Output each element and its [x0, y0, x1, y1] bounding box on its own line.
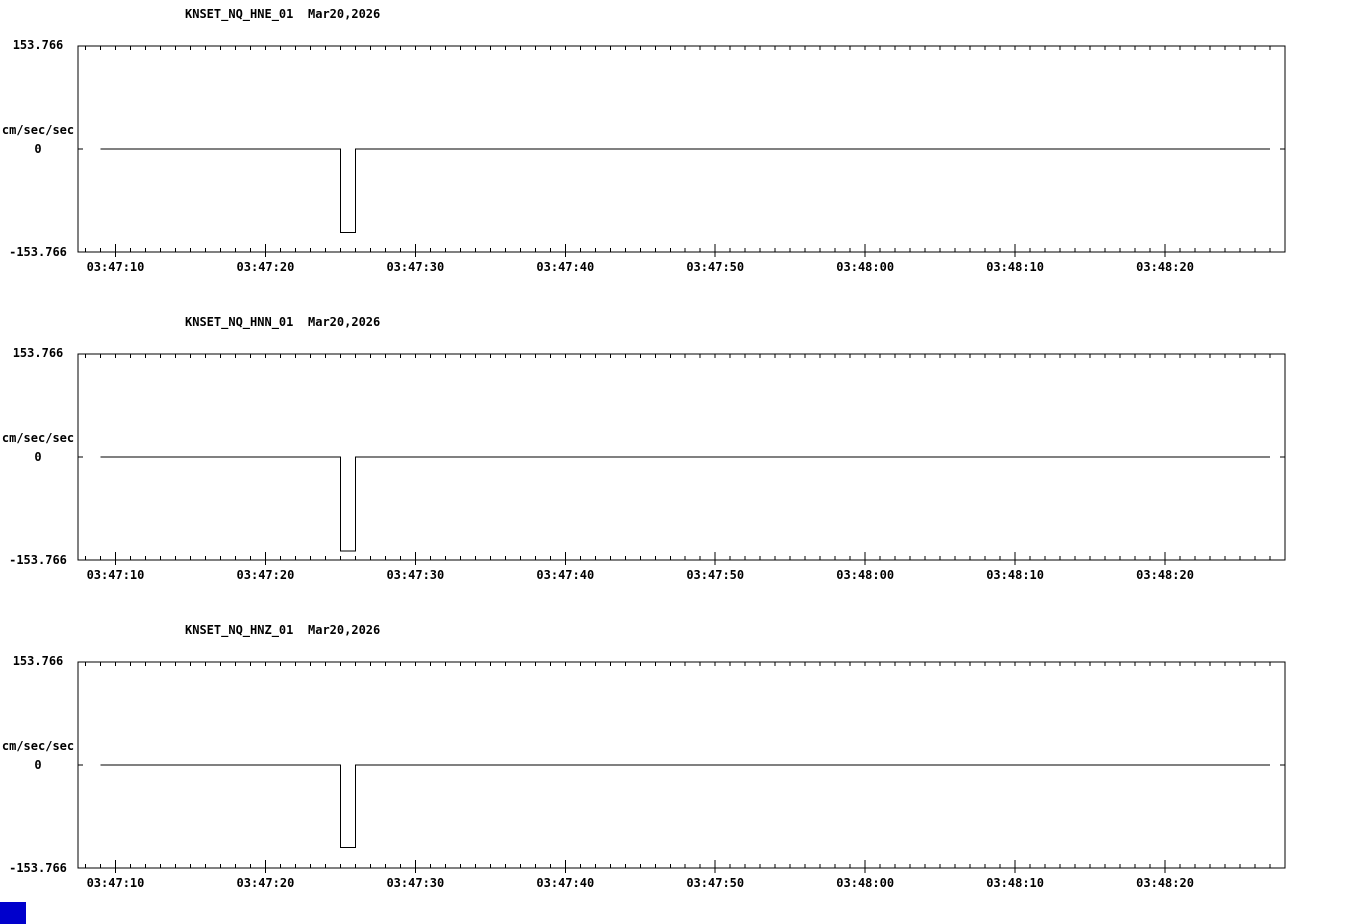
- waveform-plot: [77, 661, 1286, 873]
- x-axis-tick-label: 03:47:50: [686, 876, 745, 890]
- waveform-trace: [100, 764, 1271, 848]
- waveform-trace: [100, 148, 1271, 234]
- y-axis-min-label: -153.766: [9, 245, 67, 259]
- waveform-plot: [77, 353, 1286, 565]
- waveform-plot: [77, 45, 1286, 257]
- y-axis-max-label: 153.766: [12, 654, 64, 668]
- x-axis-tick-label: 03:48:20: [1136, 876, 1194, 890]
- chart-date: Mar20,2026: [308, 315, 381, 329]
- channel-title: KNSET_NQ_HNZ_01: [185, 623, 294, 637]
- x-axis-tick-label: 03:48:10: [986, 260, 1044, 274]
- x-axis-tick-label: 03:48:10: [986, 876, 1044, 890]
- channel-title: KNSET_NQ_HNE_01: [185, 7, 294, 21]
- x-axis-tick-label: 03:48:00: [836, 568, 895, 582]
- x-axis-tick-label: 03:47:40: [536, 260, 595, 274]
- x-axis-tick-label: 03:47:50: [686, 568, 745, 582]
- y-axis-unit-label: cm/sec/sec: [1, 123, 75, 137]
- corner-blue-box: [0, 902, 26, 924]
- x-axis-tick-label: 03:47:50: [686, 260, 745, 274]
- chart-date: Mar20,2026: [308, 623, 381, 637]
- y-axis-min-label: -153.766: [9, 861, 67, 875]
- seismogram-panel: KNSET_NQ_HNN_01 Mar20,2026 153.766 cm/se…: [0, 308, 1358, 616]
- seismogram-panel: KNSET_NQ_HNZ_01 Mar20,2026 153.766 cm/se…: [0, 616, 1358, 924]
- x-axis-tick-label: 03:48:20: [1136, 568, 1194, 582]
- y-axis-unit-label: cm/sec/sec: [1, 431, 75, 445]
- x-axis-tick-label: 03:47:20: [236, 568, 295, 582]
- x-axis-tick-label: 03:48:00: [836, 260, 895, 274]
- x-axis-tick-label: 03:47:10: [86, 568, 145, 582]
- x-axis-tick-label: 03:47:20: [236, 876, 295, 890]
- channel-title: KNSET_NQ_HNN_01: [185, 315, 294, 329]
- y-axis-max-label: 153.766: [12, 346, 64, 360]
- x-axis-tick-label: 03:47:40: [536, 876, 595, 890]
- chart-date: Mar20,2026: [308, 7, 381, 21]
- x-axis-tick-label: 03:48:10: [986, 568, 1044, 582]
- y-axis-zero-label: 0: [34, 142, 42, 156]
- x-axis-tick-label: 03:47:10: [86, 260, 145, 274]
- x-axis-tick-label: 03:48:20: [1136, 260, 1194, 274]
- x-axis-tick-label: 03:47:40: [536, 568, 595, 582]
- x-axis-tick-label: 03:48:00: [836, 876, 895, 890]
- x-axis-tick-label: 03:47:10: [86, 876, 145, 890]
- y-axis-zero-label: 0: [34, 450, 42, 464]
- x-axis-tick-label: 03:47:30: [386, 568, 445, 582]
- y-axis-unit-label: cm/sec/sec: [1, 739, 75, 753]
- x-axis-tick-label: 03:47:30: [386, 260, 445, 274]
- x-axis-tick-label: 03:47:20: [236, 260, 295, 274]
- seismogram-panel: KNSET_NQ_HNE_01 Mar20,2026 153.766 cm/se…: [0, 0, 1358, 308]
- x-axis-tick-label: 03:47:30: [386, 876, 445, 890]
- waveform-trace: [100, 456, 1271, 552]
- y-axis-zero-label: 0: [34, 758, 42, 772]
- y-axis-min-label: -153.766: [9, 553, 67, 567]
- y-axis-max-label: 153.766: [12, 38, 64, 52]
